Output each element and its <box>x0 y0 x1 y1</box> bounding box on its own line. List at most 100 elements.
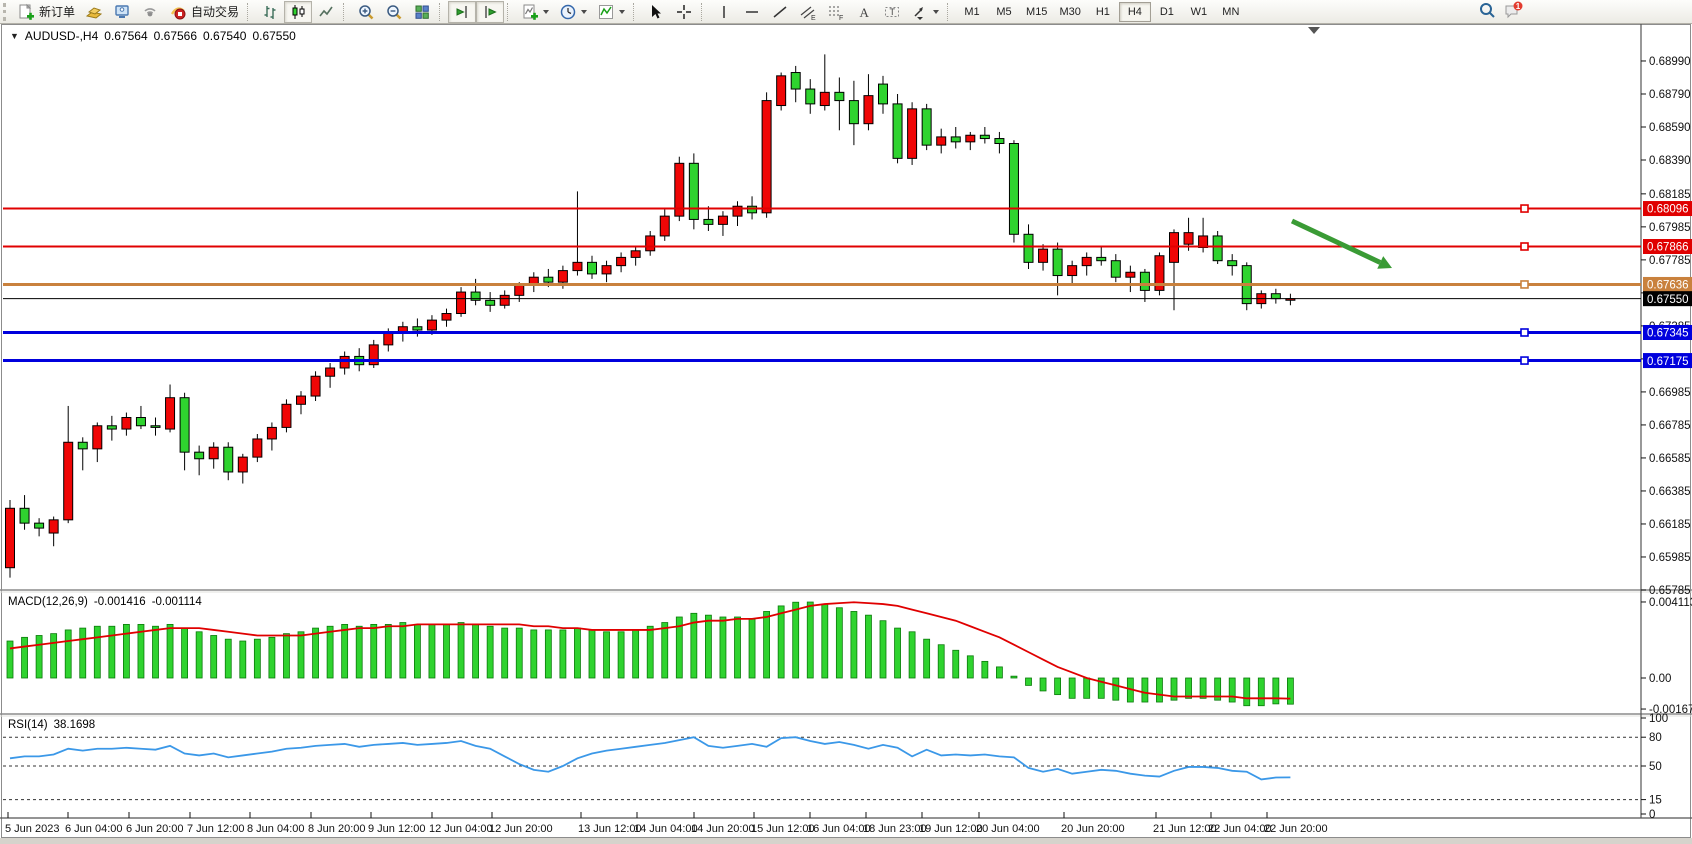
search-icon[interactable] <box>1478 1 1496 19</box>
chat-icon[interactable]: 1 <box>1504 1 1523 19</box>
line-chart-button[interactable] <box>312 1 340 23</box>
candle <box>1096 256 1107 262</box>
horizontal-line-object[interactable]: 0.68096 <box>3 201 1692 217</box>
chart-shift-button[interactable] <box>476 0 505 23</box>
line-handle[interactable] <box>1520 242 1529 251</box>
time-axis-label: 8 Jun 04:00 <box>247 823 305 835</box>
line-handle[interactable] <box>1520 356 1529 365</box>
new-order-button[interactable]: 新订单 <box>12 1 80 23</box>
macd-bar <box>1156 677 1163 703</box>
crosshair-icon <box>677 4 692 19</box>
macd-bar <box>806 601 814 679</box>
macd-bar <box>1112 677 1120 701</box>
horizontal-line-object[interactable]: 0.67345 <box>3 324 1692 340</box>
line-handle[interactable] <box>1520 328 1529 337</box>
zoom-in-button[interactable] <box>352 1 380 23</box>
macd-bar <box>981 660 989 679</box>
candle <box>630 250 641 258</box>
macd-bar <box>1039 677 1047 692</box>
svg-text:F: F <box>839 15 843 21</box>
macd-signal-line <box>9 601 1291 700</box>
candle <box>936 136 947 146</box>
horizontal-line-object[interactable]: 0.67866 <box>3 239 1692 255</box>
time-axis[interactable]: 5 Jun 2023 6 Jun 04:00 6 Jun 20:00 7 Jun 12… <box>5 812 1328 835</box>
chart-shift-marker[interactable] <box>1308 27 1320 34</box>
autotrading-button[interactable]: 自动交易 <box>164 1 244 23</box>
candle <box>499 294 510 306</box>
candle <box>165 397 176 430</box>
collapse-triangle-icon[interactable]: ▼ <box>10 31 19 41</box>
candle <box>892 103 903 159</box>
timeframe-MN[interactable]: MN <box>1215 2 1247 22</box>
macd-bar <box>879 620 887 679</box>
candle <box>950 136 961 143</box>
tile-windows-button[interactable] <box>408 1 436 23</box>
text-button[interactable]: A <box>850 1 878 23</box>
zoom-in-icon <box>359 4 374 19</box>
price-tick-label: 0.68590 <box>1649 122 1691 134</box>
bar-chart-button[interactable] <box>256 1 284 23</box>
text-label-button[interactable]: T <box>878 1 906 23</box>
horizontal-line-object[interactable]: 0.67636 <box>3 276 1692 292</box>
candle <box>339 355 350 369</box>
candlestick-chart-button[interactable] <box>284 0 313 23</box>
timeframe-W1[interactable]: W1 <box>1183 2 1215 22</box>
price-tick-label: 0.66385 <box>1649 486 1691 498</box>
arrows-button[interactable] <box>906 1 944 23</box>
candle <box>470 291 481 301</box>
candle <box>557 270 568 283</box>
crosshair-button[interactable] <box>670 1 698 23</box>
time-axis-label: 13 Jun 12:00 <box>578 823 642 835</box>
fibonacci-button[interactable]: F <box>822 1 850 23</box>
macd-bar <box>937 644 945 679</box>
toolbar-grip[interactable] <box>3 2 9 21</box>
price-badge <box>1643 201 1692 217</box>
candle <box>48 519 59 534</box>
timeframe-M1[interactable]: M1 <box>956 2 988 22</box>
timeframe-H4[interactable]: H4 <box>1118 1 1151 22</box>
price-tick-label: 0.68990 <box>1649 56 1691 68</box>
vertical-line-button[interactable] <box>710 1 738 23</box>
profiles-button[interactable] <box>554 1 592 23</box>
trend-arrow-object[interactable] <box>1290 218 1392 269</box>
signals-button[interactable] <box>136 1 164 23</box>
price-tick-label: 0.68390 <box>1649 155 1691 167</box>
timeframe-H1[interactable]: H1 <box>1087 2 1119 22</box>
svg-text:E: E <box>811 15 816 21</box>
zoom-out-icon <box>387 4 402 19</box>
macd-bar <box>35 635 43 679</box>
candle <box>237 456 248 473</box>
timeframe-M30[interactable]: M30 <box>1053 2 1086 22</box>
auto-scroll-button[interactable] <box>448 0 477 23</box>
timeframe-M15[interactable]: M15 <box>1020 2 1053 22</box>
terminal-button[interactable] <box>108 1 136 23</box>
macd-bar <box>181 627 189 679</box>
chart-canvas[interactable]: 0.68990 0.68790 0.68590 0.68390 0.68185 0.679… <box>0 24 1692 844</box>
cursor-button[interactable] <box>642 1 670 23</box>
horizontal-line-button[interactable] <box>738 1 766 23</box>
signal-icon <box>144 7 156 16</box>
candle <box>1212 235 1223 262</box>
indicators-button[interactable] <box>592 1 630 23</box>
zoom-out-button[interactable] <box>380 1 408 23</box>
trendline-button[interactable] <box>766 1 794 23</box>
timeframe-M5[interactable]: M5 <box>988 2 1020 22</box>
line-handle[interactable] <box>1520 280 1529 289</box>
chevron-down-icon <box>933 10 940 17</box>
rsi-line <box>9 736 1291 781</box>
time-axis-label: 6 Jun 20:00 <box>126 823 184 835</box>
time-axis-label: 8 Jun 20:00 <box>308 823 366 835</box>
timeframe-D1[interactable]: D1 <box>1151 2 1183 22</box>
horizontal-line-object[interactable]: 0.67550 <box>3 291 1692 307</box>
macd-bar <box>734 616 741 679</box>
new-chart-button[interactable] <box>516 1 554 23</box>
horizontal-line-object[interactable]: 0.67175 <box>3 353 1692 369</box>
candle <box>848 100 859 125</box>
channel-button[interactable]: E <box>794 1 822 23</box>
candle <box>150 425 161 428</box>
candle <box>92 425 103 450</box>
market-watch-button[interactable] <box>80 1 108 23</box>
new-order-label: 新订单 <box>39 5 76 19</box>
line-handle[interactable] <box>1520 204 1529 213</box>
